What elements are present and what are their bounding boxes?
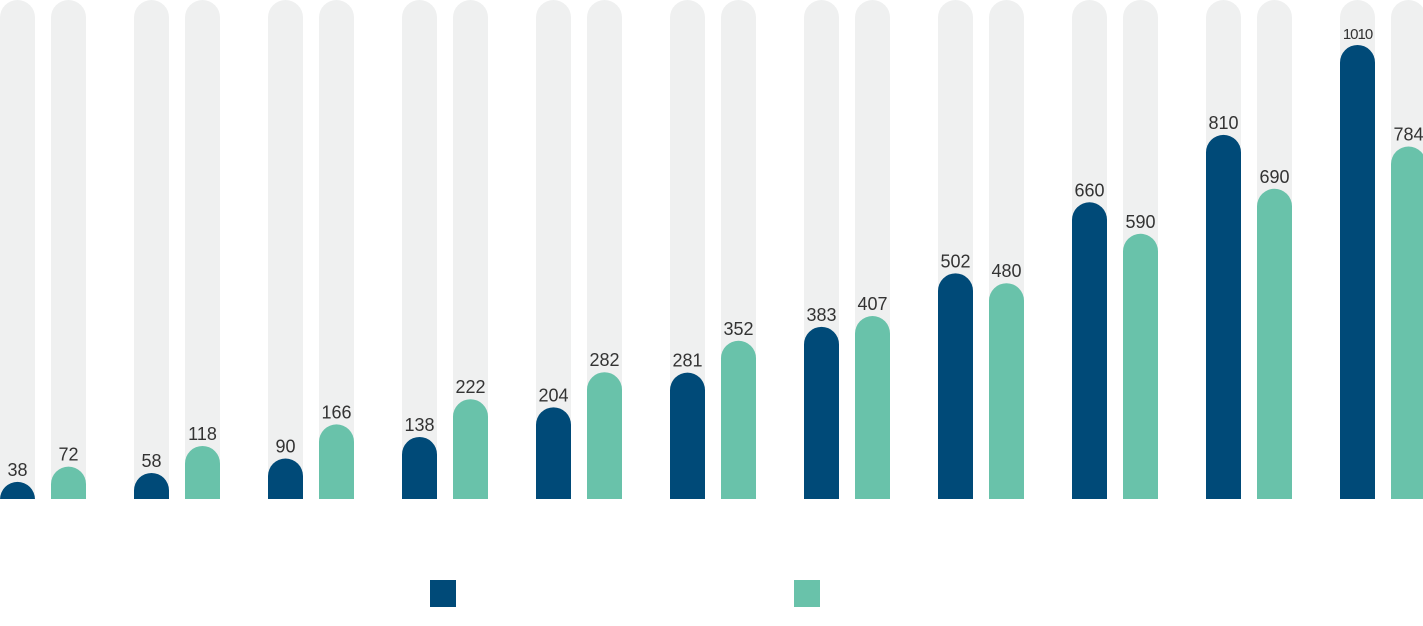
bar-series-2 bbox=[453, 399, 488, 499]
data-label: 90 bbox=[275, 437, 295, 457]
bar-track bbox=[453, 0, 488, 499]
bar-series-2 bbox=[319, 424, 354, 499]
bar-series-1 bbox=[804, 326, 839, 499]
data-label: 222 bbox=[455, 377, 485, 397]
bar-series-1 bbox=[402, 436, 437, 499]
bar-series-1 bbox=[1072, 202, 1107, 499]
data-label: 383 bbox=[806, 305, 836, 325]
bar-series-1 bbox=[536, 407, 571, 499]
data-label: 352 bbox=[723, 319, 753, 339]
bar-track bbox=[0, 0, 35, 499]
data-label: 204 bbox=[538, 385, 568, 405]
data-label: 502 bbox=[940, 251, 970, 271]
bar-track bbox=[134, 0, 169, 500]
legend bbox=[430, 580, 820, 607]
data-label: 690 bbox=[1259, 167, 1289, 187]
data-label: 784 bbox=[1393, 125, 1423, 145]
bar-series-2 bbox=[1123, 233, 1158, 500]
data-label: 72 bbox=[58, 445, 78, 465]
bar-series-1 bbox=[1340, 44, 1375, 499]
bar-series-2 bbox=[1391, 146, 1423, 499]
bar-track bbox=[185, 0, 220, 499]
bar-track bbox=[402, 0, 437, 499]
bar-series-2 bbox=[721, 340, 756, 499]
data-label: 282 bbox=[589, 350, 619, 370]
data-label: 407 bbox=[857, 294, 887, 314]
legend-swatch-series-1 bbox=[430, 580, 456, 607]
data-label: 590 bbox=[1125, 212, 1155, 232]
bar-series-2 bbox=[855, 316, 890, 499]
bar-track bbox=[51, 0, 86, 499]
data-label: 58 bbox=[141, 451, 161, 471]
bar-series-2 bbox=[1257, 188, 1292, 500]
bar-series-1 bbox=[1206, 134, 1241, 499]
bar-track bbox=[268, 0, 303, 499]
bar-track bbox=[319, 0, 354, 499]
bar-series-1 bbox=[938, 273, 973, 499]
bar-series-2 bbox=[587, 372, 622, 499]
value-labels: 38 72 58 118 90 166 138 222 204 282 281 352 383 407 50… bbox=[7, 26, 1423, 480]
data-label: 810 bbox=[1208, 113, 1238, 133]
bar-series-1 bbox=[670, 372, 705, 499]
bar-track bbox=[536, 0, 571, 499]
bar-series-2 bbox=[989, 283, 1024, 499]
bar-series-1 bbox=[268, 458, 303, 499]
bar-series-2 bbox=[51, 466, 86, 499]
data-label: 138 bbox=[404, 415, 434, 435]
data-label: 38 bbox=[7, 460, 27, 480]
data-label: 166 bbox=[321, 402, 351, 422]
bar-series-1 bbox=[0, 481, 35, 500]
legend-swatch-series-2 bbox=[794, 580, 820, 607]
bar-series-1 bbox=[134, 472, 169, 499]
bar-track bbox=[587, 0, 622, 499]
bar-track bbox=[670, 0, 705, 499]
data-label: 281 bbox=[672, 351, 702, 371]
data-label: 480 bbox=[991, 261, 1021, 281]
bar-series-2 bbox=[185, 445, 220, 499]
data-label: 660 bbox=[1074, 180, 1104, 200]
data-label: 118 bbox=[188, 424, 217, 444]
bars bbox=[0, 44, 1423, 500]
data-label: 1010 bbox=[1343, 26, 1373, 43]
